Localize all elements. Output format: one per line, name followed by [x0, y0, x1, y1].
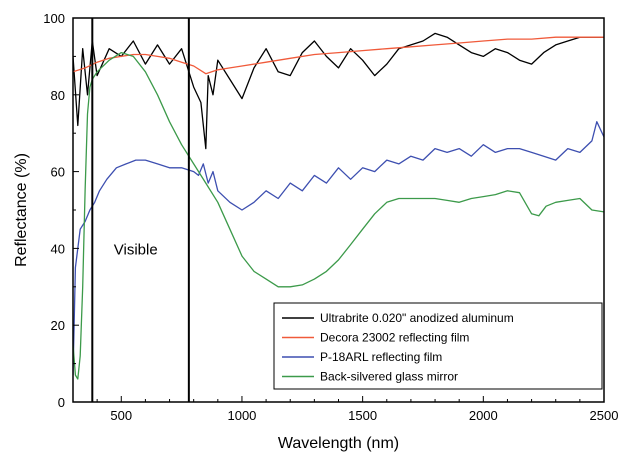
x-tick-label: 2500 [590, 408, 619, 423]
series-line-4 [73, 51, 604, 380]
series-layer [73, 32, 604, 380]
y-tick-label: 100 [43, 11, 65, 26]
x-tick-label: 2000 [469, 408, 498, 423]
visible-range-lines [91, 18, 190, 402]
y-tick-label: 0 [58, 395, 65, 410]
series-line-3 [73, 121, 604, 376]
series-line-2 [73, 36, 604, 75]
legend-label-3: P-18ARL reflecting film [320, 350, 442, 364]
legend: Ultrabrite 0.020" anodized aluminum Decor… [273, 302, 603, 390]
legend-label-4: Back-silvered glass mirror [320, 370, 458, 384]
x-axis-label: Wavelength (nm) [278, 435, 399, 452]
y-axis-ticks: 0 20 40 60 80 100 [43, 11, 79, 410]
legend-label-1: Ultrabrite 0.020" anodized aluminum [320, 311, 514, 325]
y-tick-label: 20 [51, 318, 65, 333]
legend-box [273, 302, 603, 390]
y-tick-label: 80 [51, 88, 65, 103]
legend-label-2: Decora 23002 reflecting film [320, 331, 469, 345]
y-axis-label: Reflectance (%) [13, 153, 30, 267]
visible-annotation: Visible [114, 241, 158, 258]
x-tick-label: 1500 [348, 408, 377, 423]
x-axis-ticks: 500 1000 1500 2000 2500 [72, 396, 619, 423]
y-tick-label: 60 [51, 165, 65, 180]
x-tick-label: 1000 [227, 408, 256, 423]
x-tick-label: 500 [110, 408, 132, 423]
series-line-1 [73, 32, 604, 150]
y-tick-label: 40 [51, 241, 65, 256]
